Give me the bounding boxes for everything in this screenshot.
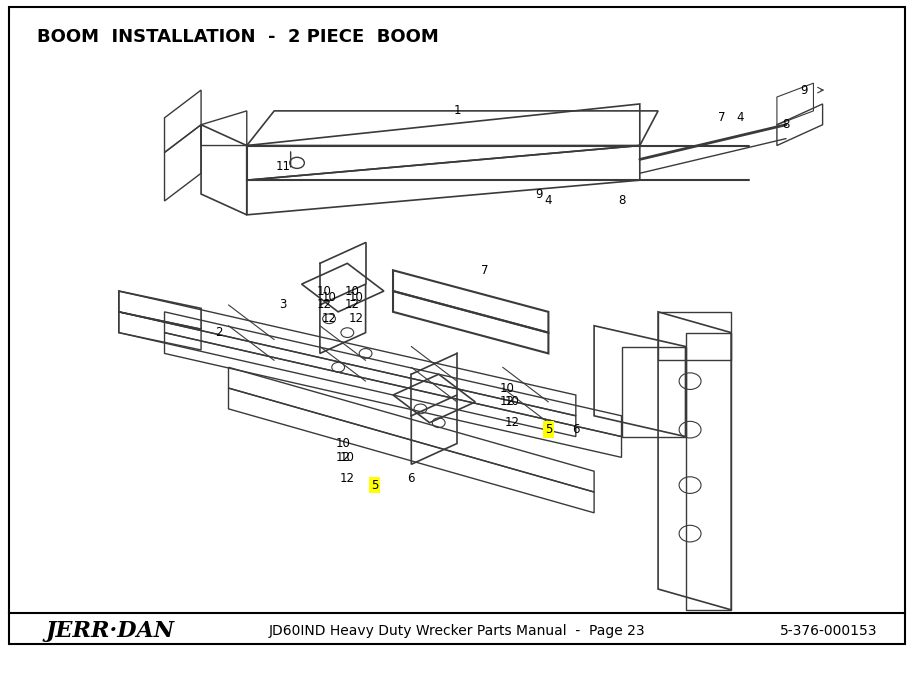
Text: 12: 12 — [505, 416, 519, 429]
Text: 8: 8 — [618, 195, 625, 207]
Text: 5-376-000153: 5-376-000153 — [780, 624, 877, 638]
Text: 5: 5 — [371, 479, 378, 491]
Text: 12: 12 — [349, 313, 364, 325]
Text: 10: 10 — [335, 437, 350, 450]
Text: 12: 12 — [322, 313, 336, 325]
Text: 12: 12 — [340, 472, 355, 484]
Text: 5: 5 — [545, 423, 552, 436]
Text: BOOM  INSTALLATION  -  2 PIECE  BOOM: BOOM INSTALLATION - 2 PIECE BOOM — [37, 28, 439, 46]
Text: 9: 9 — [536, 188, 543, 200]
Text: 3: 3 — [280, 299, 287, 311]
Text: 2: 2 — [216, 326, 223, 339]
Text: 7: 7 — [481, 264, 488, 277]
Text: JERR·DAN: JERR·DAN — [46, 620, 175, 642]
Text: 12: 12 — [500, 396, 515, 408]
Text: 10: 10 — [322, 292, 336, 304]
Text: 10: 10 — [349, 292, 364, 304]
Text: 9: 9 — [801, 84, 808, 96]
Text: 10: 10 — [500, 382, 515, 394]
Text: 10: 10 — [340, 451, 355, 464]
Text: 1: 1 — [453, 105, 461, 117]
Text: 6: 6 — [408, 472, 415, 484]
Text: 11: 11 — [276, 160, 291, 173]
Text: 10: 10 — [345, 285, 359, 297]
Text: 4: 4 — [737, 112, 744, 124]
Text: JD60IND Heavy Duty Wrecker Parts Manual  -  Page 23: JD60IND Heavy Duty Wrecker Parts Manual … — [269, 624, 645, 638]
Text: 12: 12 — [345, 299, 359, 311]
Text: 12: 12 — [335, 451, 350, 464]
Text: 4: 4 — [545, 195, 552, 207]
Text: 10: 10 — [505, 396, 519, 408]
Text: 6: 6 — [572, 423, 579, 436]
Text: 7: 7 — [718, 112, 726, 124]
Text: 10: 10 — [317, 285, 332, 297]
Text: 12: 12 — [317, 299, 332, 311]
Text: 8: 8 — [782, 119, 790, 131]
